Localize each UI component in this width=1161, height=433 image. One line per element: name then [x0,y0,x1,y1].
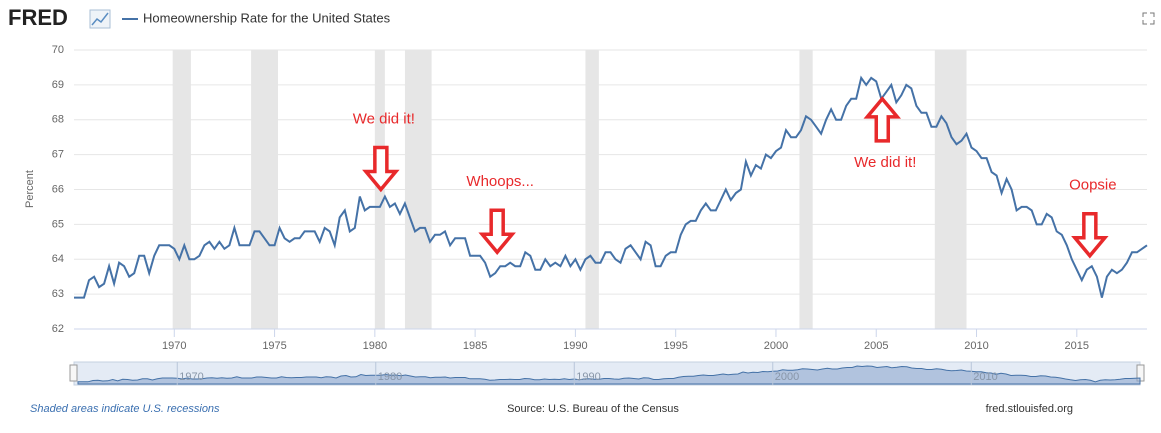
navigator-tick-label: 1970 [179,371,203,383]
y-tick-label: 62 [52,323,64,335]
navigator-area [77,365,1141,385]
logo-icon-line [91,12,109,26]
annotation-arrow [863,96,901,143]
x-tick-label: 1980 [363,340,387,352]
x-tick-label: 1970 [162,340,186,352]
navigator-tick-label: 2010 [973,371,997,383]
x-tick-label: 2010 [964,340,988,352]
navigator-tick-label: 1980 [378,371,402,383]
y-tick-label: 63 [52,288,64,300]
navigator-handle-left[interactable] [69,364,78,382]
logo-icon [89,9,111,29]
navigator-tick-label: 1990 [576,371,600,383]
y-tick-label: 64 [52,253,64,265]
navigator-tick-label: 2000 [775,371,799,383]
legend-label[interactable]: Homeownership Rate for the United States [143,10,391,25]
site[interactable]: fred.stlouisfed.org [986,403,1073,415]
x-tick-label: 2015 [1065,340,1089,352]
x-tick-label: 2005 [864,340,888,352]
annotation-arrow [362,145,400,193]
y-tick-label: 67 [52,149,64,161]
fullscreen-icon[interactable] [1142,12,1155,25]
series-line [74,75,1148,299]
source: Source: U.S. Bureau of the Census [507,403,679,415]
annotation-text: Oopsie [1069,177,1117,194]
x-tick-label: 1990 [563,340,587,352]
recession-note[interactable]: Shaded areas indicate U.S. recessions [30,403,220,415]
annotation-arrow [1071,212,1109,259]
annotation-arrow [478,208,516,256]
x-tick-label: 1985 [463,340,487,352]
x-tick-label: 1975 [262,340,286,352]
annotation-text: We did it! [854,154,916,171]
y-tick-label: 69 [52,79,64,91]
annotation-text: We did it! [353,110,415,127]
y-tick-label: 68 [52,114,64,126]
x-tick-label: 1995 [663,340,687,352]
y-tick-label: 70 [52,44,64,56]
x-tick-label: 2000 [764,340,788,352]
y-tick-label: 66 [52,183,64,195]
y-tick-label: 65 [52,218,64,230]
annotation-text: Whoops... [466,173,534,190]
y-axis-label: Percent [24,170,36,208]
logo[interactable]: FRED [8,5,68,30]
